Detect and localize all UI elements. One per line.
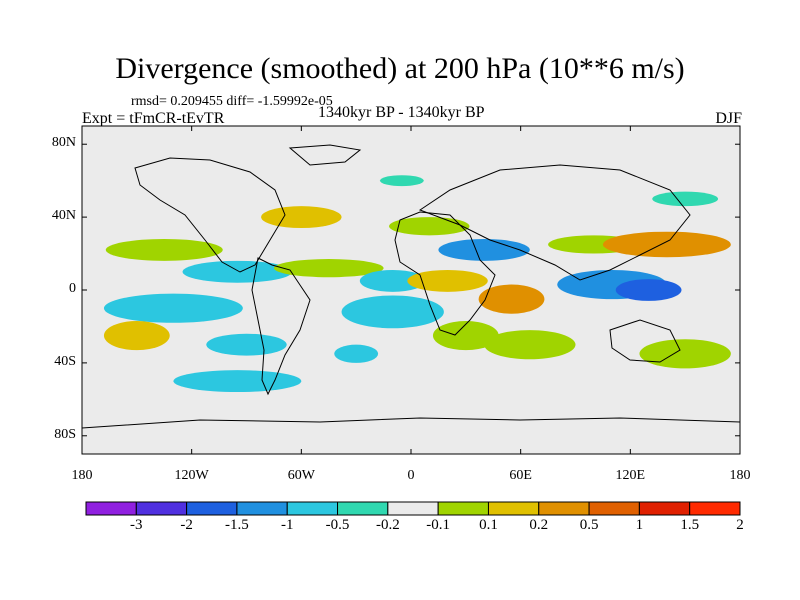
anomaly-region-9: [379, 175, 424, 187]
lon-label: 120W: [174, 468, 209, 483]
anomaly-region-17: [484, 330, 576, 360]
colorbar-label: -0.1: [426, 517, 451, 533]
anomaly-region-10: [341, 295, 444, 329]
anomaly-region-3: [103, 320, 170, 351]
colorbar-label: 1: [635, 517, 644, 533]
colorbar-swatch-5: [337, 501, 389, 516]
period-label: 1340kyr BP - 1340kyr BP: [318, 104, 485, 121]
colorbar-label: 0.1: [479, 517, 498, 533]
coastlines: [81, 144, 741, 429]
lon-label: 60E: [509, 468, 532, 483]
colorbar-label: -2: [180, 517, 193, 533]
anomaly-region-4: [206, 333, 287, 356]
colorbar-label: 0.5: [579, 517, 599, 533]
lat-label: 80S: [54, 426, 76, 442]
colorbar-label: -1: [280, 517, 294, 533]
anomaly-region-11: [334, 344, 379, 363]
plot-title: Divergence (smoothed) at 200 hPa (10**6 …: [115, 52, 685, 85]
lat-label: 40N: [51, 208, 76, 224]
colorbar-swatch-0: [85, 501, 137, 516]
season-label: DJF: [715, 110, 742, 127]
anomaly-region-1: [182, 260, 293, 283]
lon-label: 60W: [287, 468, 315, 483]
anomaly-region-7: [273, 259, 384, 278]
anomaly-region-0: [105, 238, 223, 261]
anomaly-region-13: [438, 238, 530, 261]
lon-label: 180: [729, 468, 751, 483]
colorbar-swatch-12: [689, 501, 741, 516]
experiment-label: Expt = tFmCR-tEvTR: [82, 110, 225, 127]
lon-label: 180: [71, 468, 93, 483]
anomaly-region-21: [602, 231, 731, 258]
anomaly-regions: [103, 175, 731, 393]
colorbar-swatch-2: [186, 501, 238, 516]
colorbar-label: -3: [130, 517, 143, 533]
lon-label: 120E: [615, 468, 646, 483]
colorbar: [85, 501, 741, 516]
colorbar-swatch-6: [387, 501, 439, 516]
colorbar-label: 0.2: [529, 517, 549, 533]
anomaly-region-6: [261, 206, 342, 229]
colorbar-label: -0.5: [325, 517, 350, 533]
colorbar-swatch-10: [588, 501, 640, 516]
axis-ticks: [81, 126, 741, 454]
anomaly-region-2: [103, 293, 243, 323]
colorbar-label: -0.2: [375, 517, 400, 533]
stats-line: rmsd= 0.209455 diff= -1.59992e-05: [131, 94, 333, 109]
anomaly-region-23: [639, 339, 731, 369]
colorbar-swatch-8: [487, 501, 540, 516]
anomaly-region-14: [407, 269, 488, 292]
anomaly-region-5: [173, 370, 302, 393]
anomaly-region-12: [389, 217, 470, 236]
colorbar-swatch-1: [135, 501, 188, 516]
lon-label: 0: [407, 468, 415, 483]
anomaly-region-22: [652, 191, 719, 207]
colorbar-swatch-11: [638, 501, 691, 516]
anomaly-region-16: [478, 284, 545, 314]
anomaly-region-20: [615, 279, 682, 301]
lat-label: 80N: [51, 135, 76, 151]
colorbar-swatch-3: [236, 501, 288, 516]
colorbar-swatch-7: [437, 501, 489, 516]
lat-label: 40S: [54, 353, 76, 369]
lat-label: 0: [69, 281, 76, 296]
colorbar-label: 1.5: [680, 517, 700, 533]
colorbar-swatch-9: [538, 501, 590, 516]
anomaly-region-15: [432, 320, 499, 351]
anomaly-region-8: [359, 269, 426, 292]
colorbar-label: -1.5: [225, 517, 249, 533]
colorbar-label: 2: [736, 517, 744, 533]
colorbar-swatch-4: [286, 501, 339, 516]
